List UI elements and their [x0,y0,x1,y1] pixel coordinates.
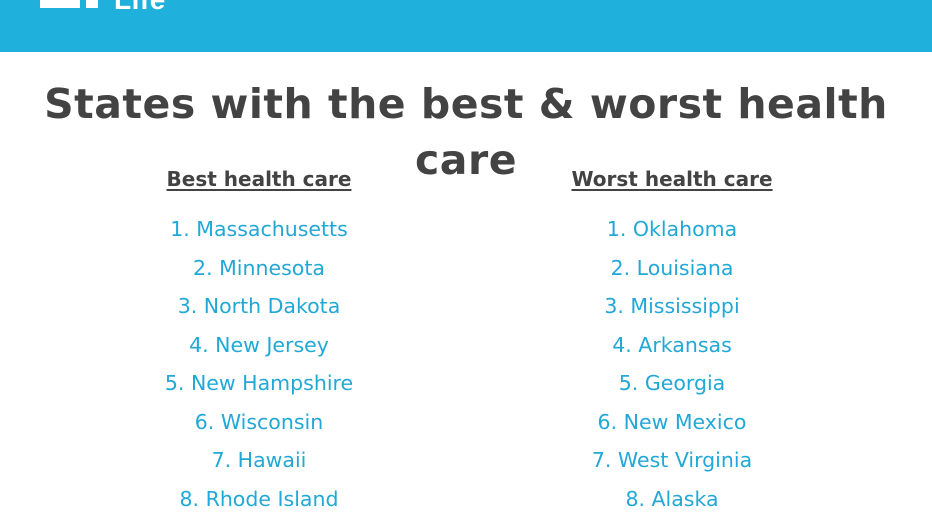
list-item: 8. Alaska [625,486,719,511]
brand-logo-icon [40,0,98,8]
list-item: 3. Mississippi [604,294,740,318]
list-item: 1. Oklahoma [606,217,738,241]
list-item: 6. New Mexico [597,409,747,434]
header-bar: Life [0,0,932,52]
list-item: 3. North Dakota [177,294,341,318]
list-item: 8. Rhode Island [179,486,339,511]
best-health-care-heading: Best health care [166,167,352,191]
list-item: 1. Massachusetts [170,217,348,241]
list-item: 4. New Jersey [189,332,329,357]
list-item: 2. Minnesota [193,255,325,280]
brand-logo-text: Life [114,0,166,14]
best-states-list: 1. Massachusetts 2. Minnesota 3. North D… [79,210,439,518]
worst-states-list: 1. Oklahoma 2. Louisiana 3. Mississippi … [492,210,852,518]
list-item: 4. Arkansas [612,332,732,357]
list-item: 7. West Virginia [591,448,753,472]
list-item: 6. Wisconsin [194,409,324,434]
list-item: 2. Louisiana [610,255,734,280]
worst-health-care-column: Worst health care 1. Oklahoma 2. Louisia… [492,164,852,518]
list-item: 5. New Hampshire [164,371,354,395]
page-title: States with the best & worst health care [44,80,888,184]
worst-health-care-heading: Worst health care [571,167,773,191]
list-item: 7. Hawaii [211,448,307,472]
best-health-care-column: Best health care 1. Massachusetts 2. Min… [79,164,439,518]
list-item: 5. Georgia [618,371,726,395]
